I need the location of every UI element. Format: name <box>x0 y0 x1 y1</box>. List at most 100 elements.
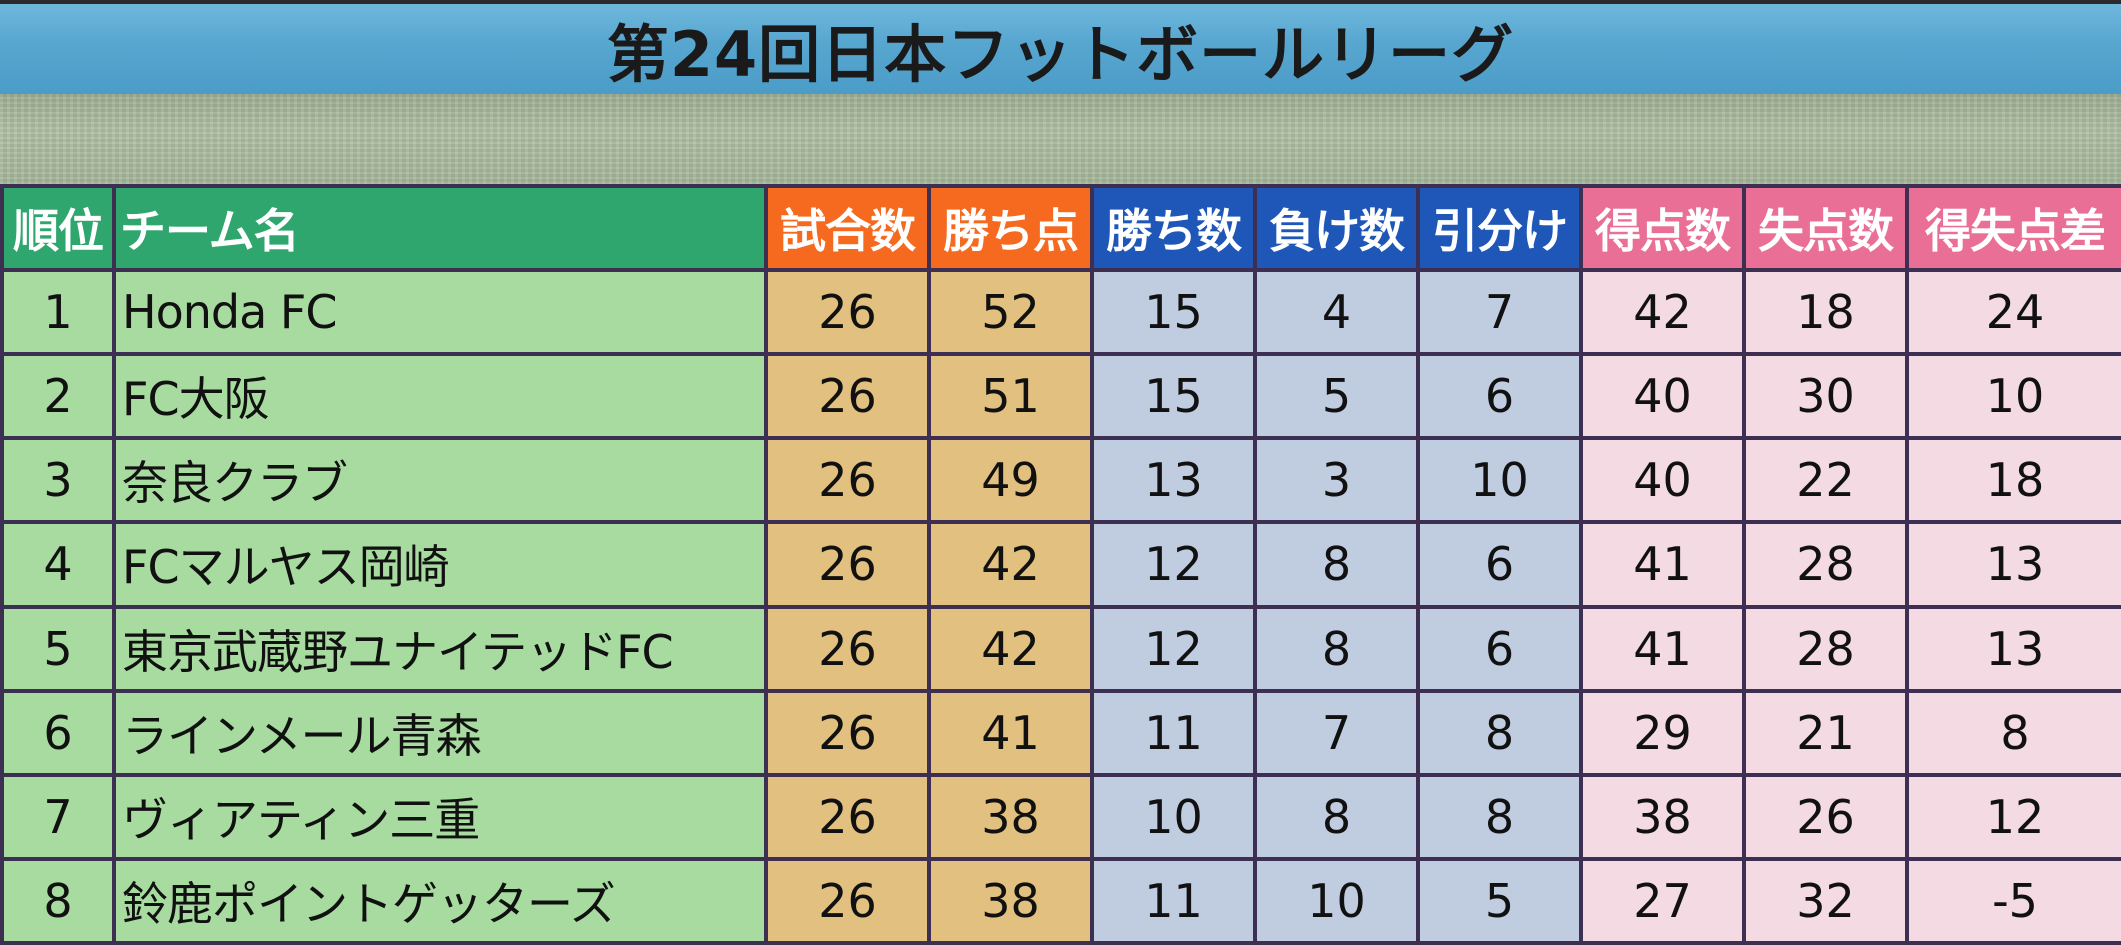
draws-cell: 6 <box>1416 604 1583 693</box>
table-row: 2 FC大阪 26 51 15 5 6 40 30 10 <box>0 352 2121 441</box>
goals-for-cell: 42 <box>1579 267 1746 357</box>
goals-against-cell: 26 <box>1742 772 1909 861</box>
table-row: 6 ラインメール青森 26 41 11 7 8 29 21 8 <box>0 688 2121 777</box>
played-cell: 26 <box>764 520 931 609</box>
goals-for-cell: 40 <box>1579 436 1746 525</box>
table-row: 1 Honda FC 26 52 15 4 7 42 18 24 <box>0 267 2121 357</box>
wins-cell: 10 <box>1090 772 1257 861</box>
goals-for-cell: 41 <box>1579 520 1746 609</box>
goals-for-cell: 40 <box>1579 352 1746 441</box>
points-cell: 49 <box>927 436 1094 525</box>
losses-cell: 10 <box>1253 856 1420 945</box>
header-row: 順位 チーム名 試合数 勝ち点 勝ち数 負け数 引分け 得点数 失点数 得失点差 <box>0 184 2121 272</box>
rank-cell: 8 <box>0 856 116 945</box>
losses-cell: 8 <box>1253 604 1420 693</box>
header-draws: 引分け <box>1416 184 1583 272</box>
header-wins: 勝ち数 <box>1090 184 1257 272</box>
header-losses: 負け数 <box>1253 184 1420 272</box>
table-row: 5 東京武蔵野ユナイテッドFC 26 42 12 8 6 41 28 13 <box>0 604 2121 693</box>
rank-cell: 7 <box>0 772 116 861</box>
team-name-cell: ラインメール青森 <box>112 688 768 777</box>
played-cell: 26 <box>764 688 931 777</box>
goals-for-cell: 27 <box>1579 856 1746 945</box>
draws-cell: 7 <box>1416 267 1583 357</box>
points-cell: 42 <box>927 604 1094 693</box>
goals-for-cell: 41 <box>1579 604 1746 693</box>
goal-diff-cell: 8 <box>1905 688 2121 777</box>
team-name-cell: ヴィアティン三重 <box>112 772 768 861</box>
team-name-cell: 鈴鹿ポイントゲッターズ <box>112 856 768 945</box>
rank-cell: 5 <box>0 604 116 693</box>
table-row: 8 鈴鹿ポイントゲッターズ 26 38 11 10 5 27 32 -5 <box>0 856 2121 945</box>
played-cell: 26 <box>764 267 931 357</box>
played-cell: 26 <box>764 772 931 861</box>
wins-cell: 11 <box>1090 688 1257 777</box>
rank-cell: 2 <box>0 352 116 441</box>
header-goal-diff: 得失点差 <box>1905 184 2121 272</box>
goals-against-cell: 18 <box>1742 267 1909 357</box>
page-title: 第24回日本フットボールリーグ <box>606 18 1515 91</box>
header-goals-for: 得点数 <box>1579 184 1746 272</box>
rank-cell: 4 <box>0 520 116 609</box>
team-name-cell: FCマルヤス岡崎 <box>112 520 768 609</box>
header-points: 勝ち点 <box>927 184 1094 272</box>
losses-cell: 3 <box>1253 436 1420 525</box>
draws-cell: 6 <box>1416 352 1583 441</box>
standings-table: 順位 チーム名 試合数 勝ち点 勝ち数 負け数 引分け 得点数 失点数 得失点差… <box>0 184 2121 945</box>
goal-diff-cell: 13 <box>1905 604 2121 693</box>
played-cell: 26 <box>764 856 931 945</box>
played-cell: 26 <box>764 604 931 693</box>
goal-diff-cell: -5 <box>1905 856 2121 945</box>
goals-against-cell: 30 <box>1742 352 1909 441</box>
goal-diff-cell: 12 <box>1905 772 2121 861</box>
draws-cell: 6 <box>1416 520 1583 609</box>
wins-cell: 12 <box>1090 520 1257 609</box>
goal-diff-cell: 13 <box>1905 520 2121 609</box>
points-cell: 52 <box>927 267 1094 357</box>
table-row: 7 ヴィアティン三重 26 38 10 8 8 38 26 12 <box>0 772 2121 861</box>
goal-diff-cell: 18 <box>1905 436 2121 525</box>
points-cell: 38 <box>927 856 1094 945</box>
losses-cell: 8 <box>1253 772 1420 861</box>
draws-cell: 10 <box>1416 436 1583 525</box>
team-name-cell: 東京武蔵野ユナイテッドFC <box>112 604 768 693</box>
table-row: 4 FCマルヤス岡崎 26 42 12 8 6 41 28 13 <box>0 520 2121 609</box>
wins-cell: 11 <box>1090 856 1257 945</box>
wins-cell: 15 <box>1090 267 1257 357</box>
rank-cell: 6 <box>0 688 116 777</box>
points-cell: 42 <box>927 520 1094 609</box>
title-bar: 第24回日本フットボールリーグ <box>0 0 2121 94</box>
points-cell: 51 <box>927 352 1094 441</box>
wins-cell: 13 <box>1090 436 1257 525</box>
losses-cell: 8 <box>1253 520 1420 609</box>
draws-cell: 5 <box>1416 856 1583 945</box>
header-goals-against: 失点数 <box>1742 184 1909 272</box>
goal-diff-cell: 10 <box>1905 352 2121 441</box>
draws-cell: 8 <box>1416 772 1583 861</box>
goals-against-cell: 21 <box>1742 688 1909 777</box>
played-cell: 26 <box>764 352 931 441</box>
points-cell: 41 <box>927 688 1094 777</box>
losses-cell: 5 <box>1253 352 1420 441</box>
table-row: 3 奈良クラブ 26 49 13 3 10 40 22 18 <box>0 436 2121 525</box>
played-cell: 26 <box>764 436 931 525</box>
goals-against-cell: 28 <box>1742 520 1909 609</box>
goals-against-cell: 22 <box>1742 436 1909 525</box>
field-background-strip <box>0 94 2121 184</box>
team-name-cell: Honda FC <box>112 267 768 357</box>
goals-against-cell: 32 <box>1742 856 1909 945</box>
wins-cell: 15 <box>1090 352 1257 441</box>
goals-against-cell: 28 <box>1742 604 1909 693</box>
header-played: 試合数 <box>764 184 931 272</box>
losses-cell: 7 <box>1253 688 1420 777</box>
rank-cell: 3 <box>0 436 116 525</box>
points-cell: 38 <box>927 772 1094 861</box>
team-name-cell: 奈良クラブ <box>112 436 768 525</box>
goal-diff-cell: 24 <box>1905 267 2121 357</box>
rank-cell: 1 <box>0 267 116 357</box>
goals-for-cell: 38 <box>1579 772 1746 861</box>
draws-cell: 8 <box>1416 688 1583 777</box>
header-team: チーム名 <box>112 184 768 272</box>
losses-cell: 4 <box>1253 267 1420 357</box>
header-rank: 順位 <box>0 184 116 272</box>
